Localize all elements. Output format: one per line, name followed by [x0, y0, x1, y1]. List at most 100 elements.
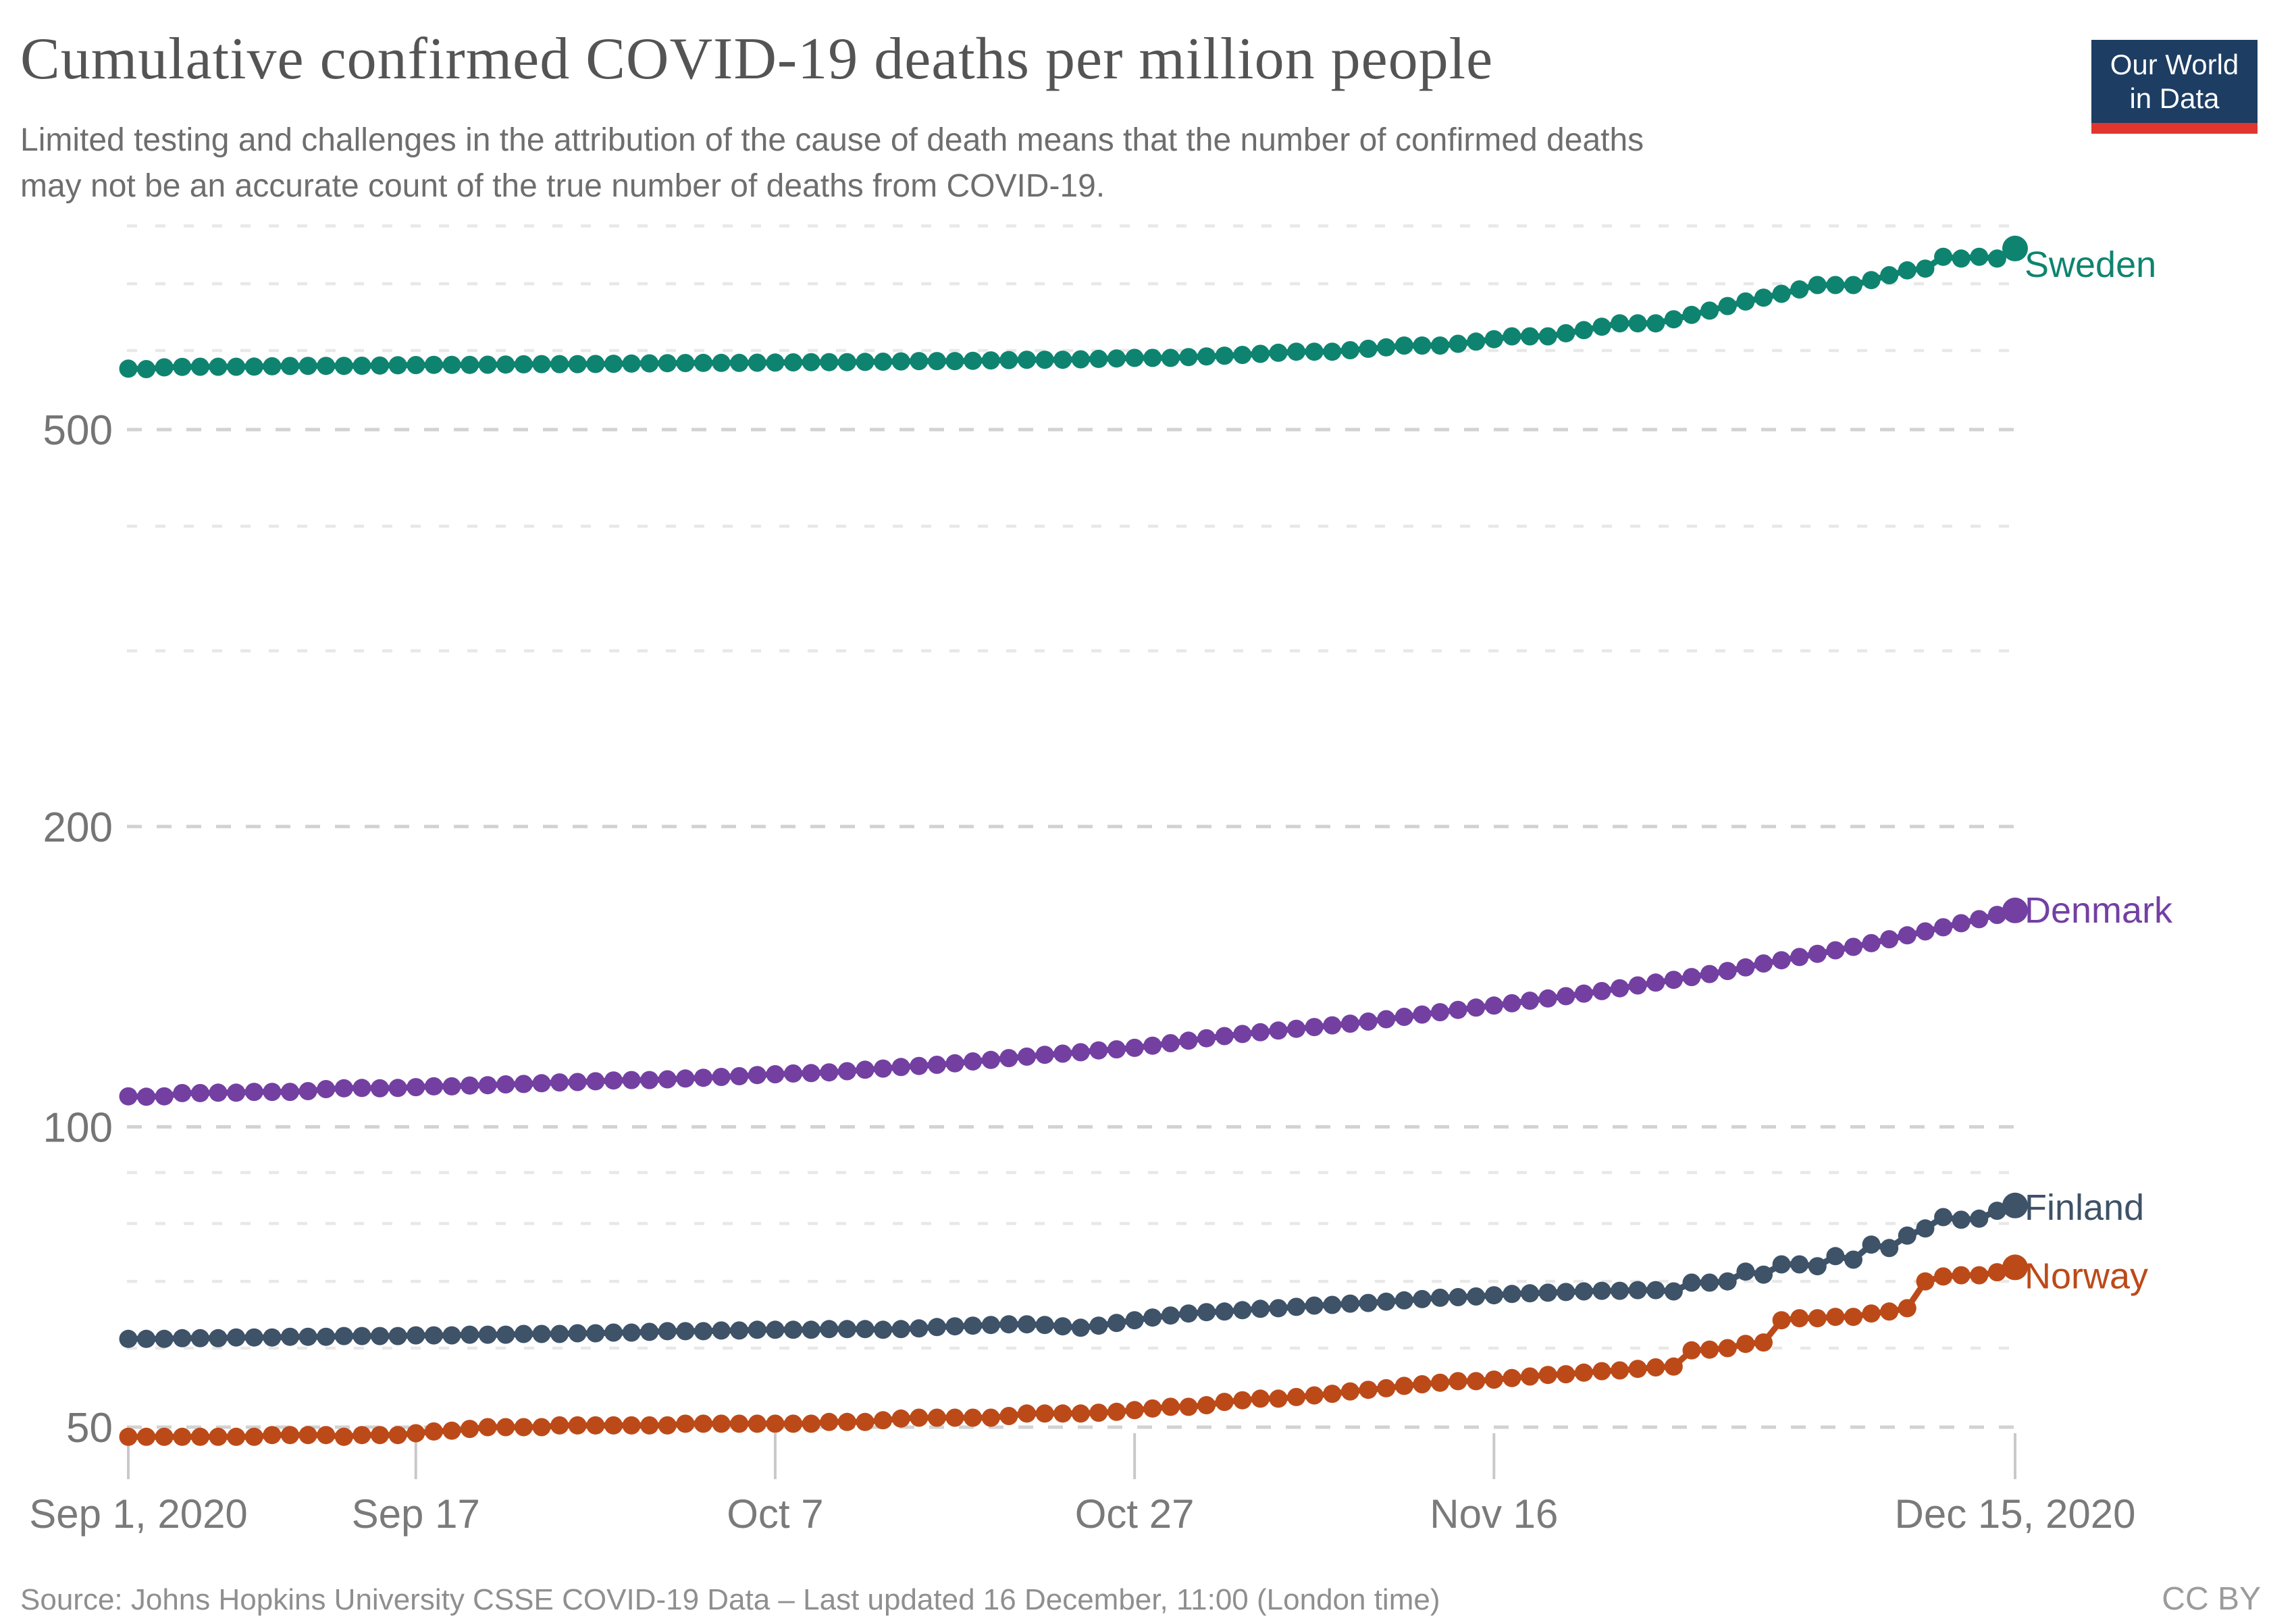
data-point-finland-day98[interactable] [1880, 1239, 1899, 1258]
data-point-norway-day36[interactable] [766, 1414, 785, 1433]
data-point-finland-day38[interactable] [802, 1320, 820, 1339]
data-point-finland-day2[interactable] [155, 1329, 174, 1348]
data-point-sweden-day7[interactable] [244, 357, 263, 376]
data-point-finland-day23[interactable] [532, 1324, 551, 1343]
data-point-finland-day19[interactable] [461, 1325, 479, 1344]
data-point-norway-day23[interactable] [532, 1418, 551, 1437]
data-point-denmark-day31[interactable] [676, 1069, 695, 1088]
data-point-sweden-day19[interactable] [461, 355, 479, 374]
data-point-denmark-day79[interactable] [1538, 989, 1557, 1008]
data-point-sweden-day47[interactable] [964, 351, 983, 370]
data-point-norway-day9[interactable] [281, 1426, 299, 1445]
data-point-finland-day80[interactable] [1557, 1283, 1575, 1302]
data-point-denmark-day8[interactable] [263, 1083, 282, 1102]
data-point-sweden-day22[interactable] [514, 355, 533, 374]
data-point-finland-day61[interactable] [1215, 1302, 1234, 1321]
data-point-sweden-day96[interactable] [1844, 276, 1862, 294]
data-point-sweden-day78[interactable] [1521, 327, 1539, 346]
data-point-norway-day83[interactable] [1611, 1361, 1629, 1380]
data-point-sweden-day25[interactable] [568, 355, 587, 374]
data-point-finland-day52[interactable] [1053, 1317, 1072, 1336]
data-point-norway-day14[interactable] [371, 1426, 389, 1445]
data-point-denmark-day45[interactable] [927, 1056, 946, 1074]
data-point-norway-day95[interactable] [1826, 1308, 1845, 1327]
data-point-finland-day36[interactable] [766, 1320, 785, 1339]
data-point-finland-day48[interactable] [981, 1316, 1000, 1335]
series-label-denmark[interactable]: Denmark [2025, 890, 2173, 931]
data-point-sweden-day9[interactable] [281, 357, 299, 376]
data-point-norway-day78[interactable] [1521, 1367, 1539, 1386]
data-point-sweden-day29[interactable] [640, 354, 659, 373]
data-point-sweden-day5[interactable] [209, 357, 228, 376]
data-point-finland-day86[interactable] [1664, 1282, 1683, 1301]
data-point-denmark-day11[interactable] [317, 1080, 336, 1098]
data-point-denmark-day25[interactable] [568, 1073, 587, 1091]
data-point-finland-day35[interactable] [748, 1320, 766, 1339]
data-point-sweden-day55[interactable] [1107, 349, 1126, 368]
data-point-finland-day18[interactable] [442, 1326, 461, 1345]
data-point-sweden-day68[interactable] [1340, 341, 1359, 359]
data-point-finland-day56[interactable] [1125, 1311, 1144, 1330]
data-point-sweden-day86[interactable] [1664, 310, 1683, 329]
data-point-finland-day87[interactable] [1682, 1273, 1701, 1292]
data-point-denmark-day30[interactable] [658, 1070, 677, 1089]
data-point-sweden-day16[interactable] [407, 356, 425, 374]
data-point-sweden-day3[interactable] [173, 357, 192, 376]
data-point-finland-day3[interactable] [173, 1329, 192, 1347]
data-point-denmark-day65[interactable] [1287, 1019, 1306, 1038]
data-point-finland-day10[interactable] [298, 1327, 317, 1346]
data-point-denmark-day23[interactable] [532, 1074, 551, 1093]
data-point-denmark-day70[interactable] [1377, 1010, 1396, 1029]
data-point-denmark-day2[interactable] [155, 1087, 174, 1106]
data-point-denmark-day99[interactable] [1898, 926, 1916, 945]
data-point-sweden-day63[interactable] [1251, 344, 1270, 363]
data-point-denmark-day97[interactable] [1862, 933, 1881, 952]
data-point-norway-day60[interactable] [1197, 1396, 1216, 1414]
data-point-sweden-day80[interactable] [1557, 324, 1575, 342]
data-point-finland-day81[interactable] [1574, 1282, 1593, 1301]
data-point-finland-day69[interactable] [1359, 1293, 1378, 1312]
data-point-norway-day62[interactable] [1233, 1391, 1252, 1410]
data-point-finland-day43[interactable] [891, 1320, 910, 1339]
data-point-norway-day54[interactable] [1089, 1404, 1108, 1422]
data-point-finland-day103[interactable] [1970, 1209, 1989, 1228]
data-point-norway-day79[interactable] [1538, 1366, 1557, 1385]
data-point-denmark-day76[interactable] [1484, 996, 1503, 1015]
data-point-sweden-day54[interactable] [1089, 349, 1108, 368]
data-point-norway-day88[interactable] [1700, 1340, 1719, 1359]
data-point-finland-day28[interactable] [622, 1323, 641, 1342]
data-point-norway-day42[interactable] [874, 1411, 893, 1430]
data-point-norway-day67[interactable] [1323, 1385, 1342, 1404]
data-point-sweden-day71[interactable] [1394, 336, 1413, 355]
data-point-denmark-day46[interactable] [945, 1054, 964, 1073]
data-point-finland-day102[interactable] [1952, 1210, 1971, 1229]
data-point-norway-day72[interactable] [1413, 1375, 1432, 1393]
data-point-denmark-day67[interactable] [1323, 1016, 1342, 1035]
data-point-denmark-day33[interactable] [712, 1068, 731, 1086]
series-label-finland[interactable]: Finland [2025, 1187, 2144, 1228]
data-point-denmark-day47[interactable] [964, 1052, 983, 1071]
data-point-finland-day75[interactable] [1467, 1287, 1486, 1306]
data-point-finland-day85[interactable] [1646, 1281, 1665, 1300]
data-point-denmark-day62[interactable] [1233, 1025, 1252, 1044]
data-point-finland-day16[interactable] [407, 1326, 425, 1345]
data-point-sweden-day15[interactable] [388, 356, 407, 375]
data-point-denmark-day16[interactable] [407, 1078, 425, 1097]
data-point-sweden-day52[interactable] [1053, 351, 1072, 369]
data-point-sweden-day81[interactable] [1574, 321, 1593, 340]
data-point-finland-day40[interactable] [837, 1320, 856, 1339]
data-point-sweden-day94[interactable] [1808, 276, 1827, 294]
data-point-denmark-day13[interactable] [353, 1079, 371, 1098]
data-point-sweden-day33[interactable] [712, 353, 731, 372]
data-point-norway-day39[interactable] [820, 1412, 839, 1431]
data-point-denmark-day74[interactable] [1449, 1000, 1467, 1019]
data-point-sweden-day35[interactable] [748, 353, 766, 372]
data-point-sweden-day4[interactable] [190, 357, 209, 376]
data-point-norway-day16[interactable] [407, 1424, 425, 1443]
data-point-norway-day80[interactable] [1557, 1365, 1575, 1384]
data-point-sweden-day0[interactable] [119, 359, 138, 378]
data-point-denmark-day75[interactable] [1467, 998, 1486, 1017]
data-point-sweden-day100[interactable] [1916, 259, 1935, 278]
data-point-norway-day86[interactable] [1664, 1357, 1683, 1376]
